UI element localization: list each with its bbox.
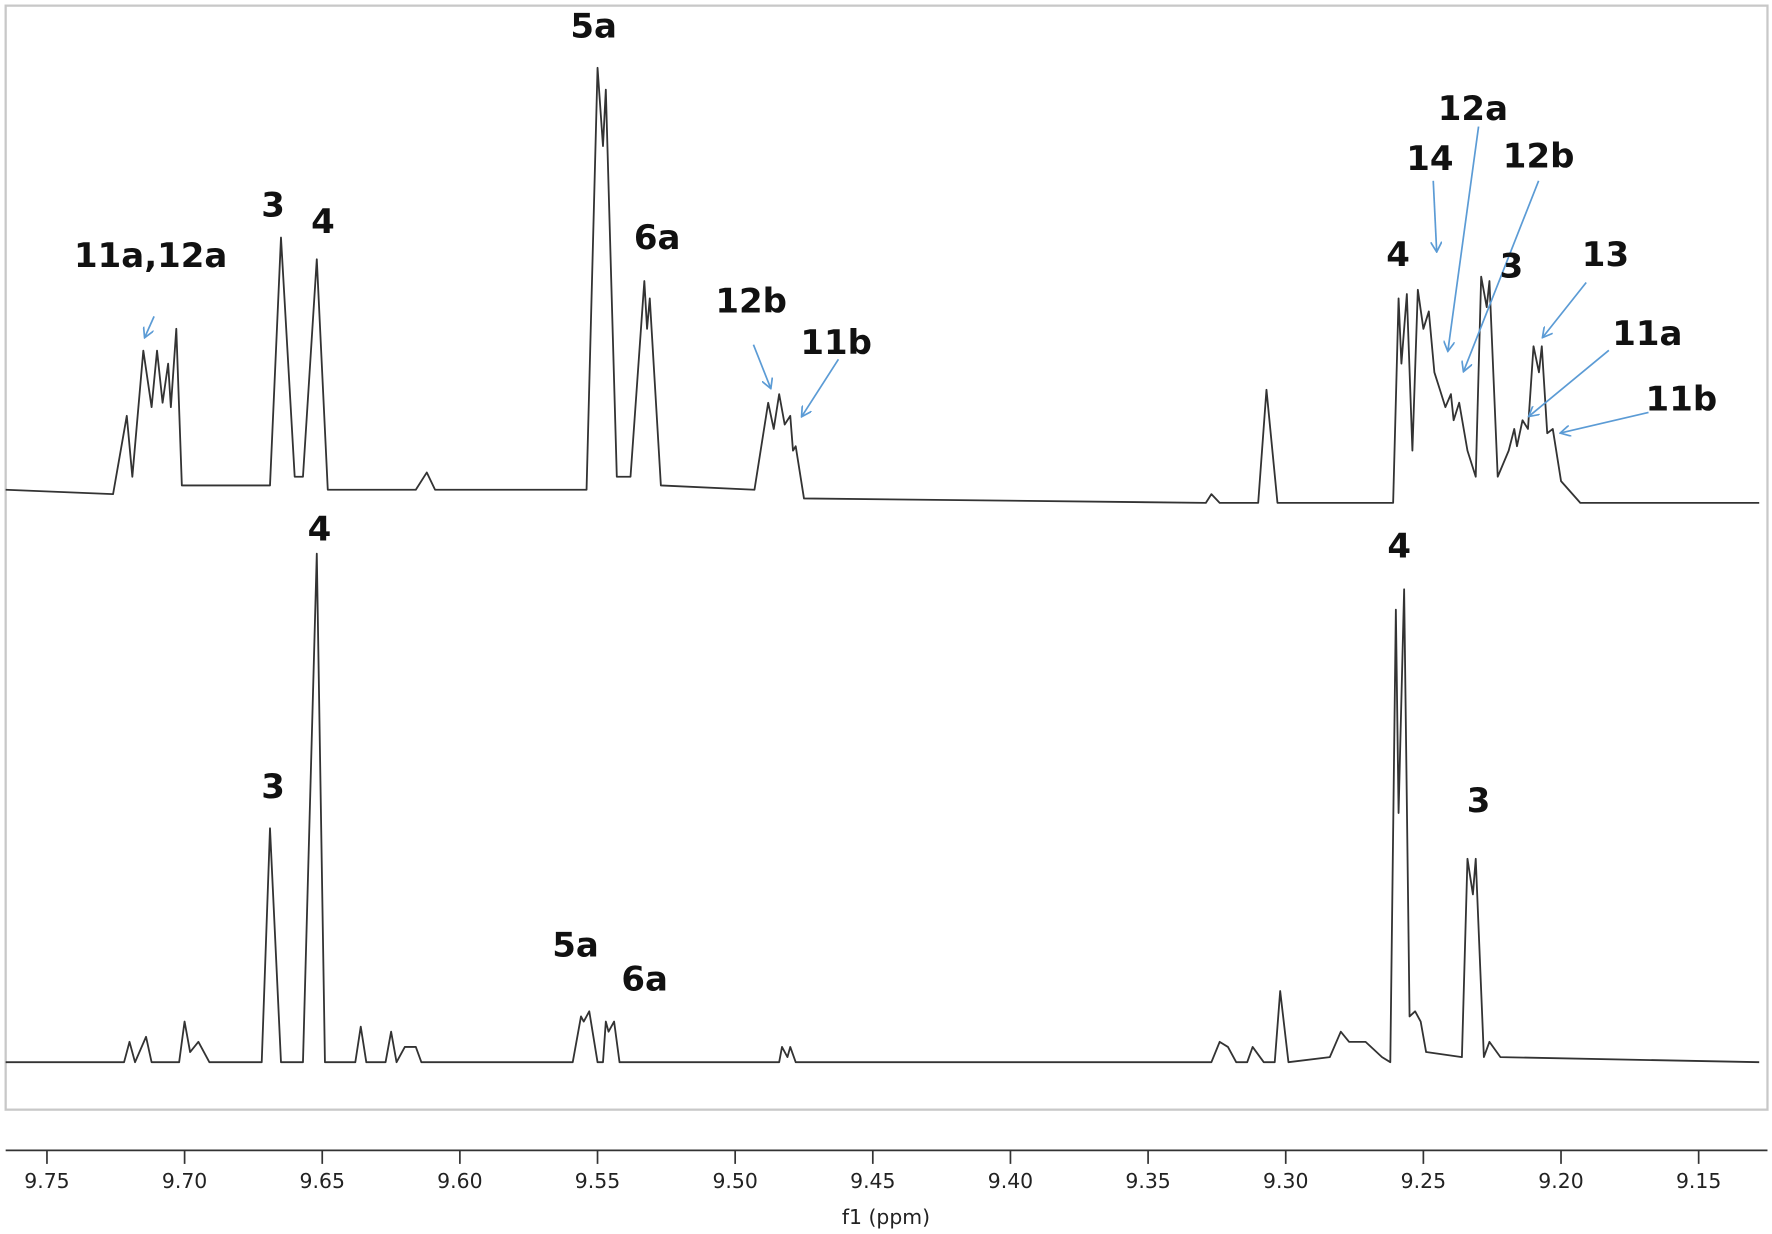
- x-tick-label: 9.50: [712, 1169, 757, 1193]
- peak-label: 11b: [1646, 380, 1718, 420]
- peak-label: 12b: [1503, 137, 1575, 177]
- x-axis-label: f1 (ppm): [842, 1205, 930, 1229]
- annotation-arrow: [752, 344, 770, 388]
- annotation-arrow: [145, 316, 155, 336]
- peak-label: 3: [261, 767, 285, 807]
- peak-label: 3: [1500, 246, 1524, 286]
- annotation-arrow: [1448, 126, 1480, 351]
- x-tick-label: 9.70: [162, 1169, 207, 1193]
- peak-label: 3: [1467, 781, 1491, 821]
- peak-label: 4: [311, 202, 335, 242]
- peak-label: 6a: [621, 959, 668, 999]
- x-tick-label: 9.15: [1676, 1169, 1721, 1193]
- x-tick-label: 9.35: [1125, 1169, 1170, 1193]
- annotation-arrow: [1543, 281, 1587, 337]
- peak-label: 3: [261, 185, 285, 225]
- x-tick-label: 9.30: [1263, 1169, 1308, 1193]
- x-tick-label: 9.45: [850, 1169, 895, 1193]
- peak-label: 13: [1582, 235, 1629, 275]
- x-tick-label: 9.55: [575, 1169, 620, 1193]
- x-tick-label: 9.20: [1538, 1169, 1583, 1193]
- peak-label: 11b: [800, 323, 872, 363]
- peak-label: 12b: [715, 281, 787, 321]
- annotation-arrow: [802, 358, 840, 416]
- spectrum-line: [5, 552, 1760, 1064]
- peak-label: 4: [1386, 235, 1410, 275]
- frame: [4, 4, 1769, 1111]
- spectrum-line: [5, 66, 1760, 504]
- peak-label: 5a: [570, 7, 617, 47]
- peak-label: 11a,12a: [74, 236, 227, 276]
- x-tick-label: 9.40: [988, 1169, 1033, 1193]
- annotation-arrow: [1561, 411, 1649, 432]
- x-tick-label: 9.65: [300, 1169, 345, 1193]
- peak-label: 6a: [634, 218, 681, 258]
- x-tick-label: 9.75: [24, 1169, 69, 1193]
- peak-label: 14: [1406, 139, 1453, 179]
- x-tick-label: 9.25: [1401, 1169, 1446, 1193]
- peak-label: 11a: [1612, 314, 1682, 354]
- peak-label: 12a: [1438, 89, 1508, 129]
- peak-label: 4: [308, 510, 332, 550]
- x-tick-label: 9.60: [437, 1169, 482, 1193]
- peak-label: 4: [1387, 527, 1411, 567]
- peak-label: 5a: [552, 925, 599, 965]
- annotation-arrow: [1464, 180, 1540, 371]
- annotation-arrow: [1530, 349, 1610, 416]
- annotation-arrow: [1433, 180, 1436, 251]
